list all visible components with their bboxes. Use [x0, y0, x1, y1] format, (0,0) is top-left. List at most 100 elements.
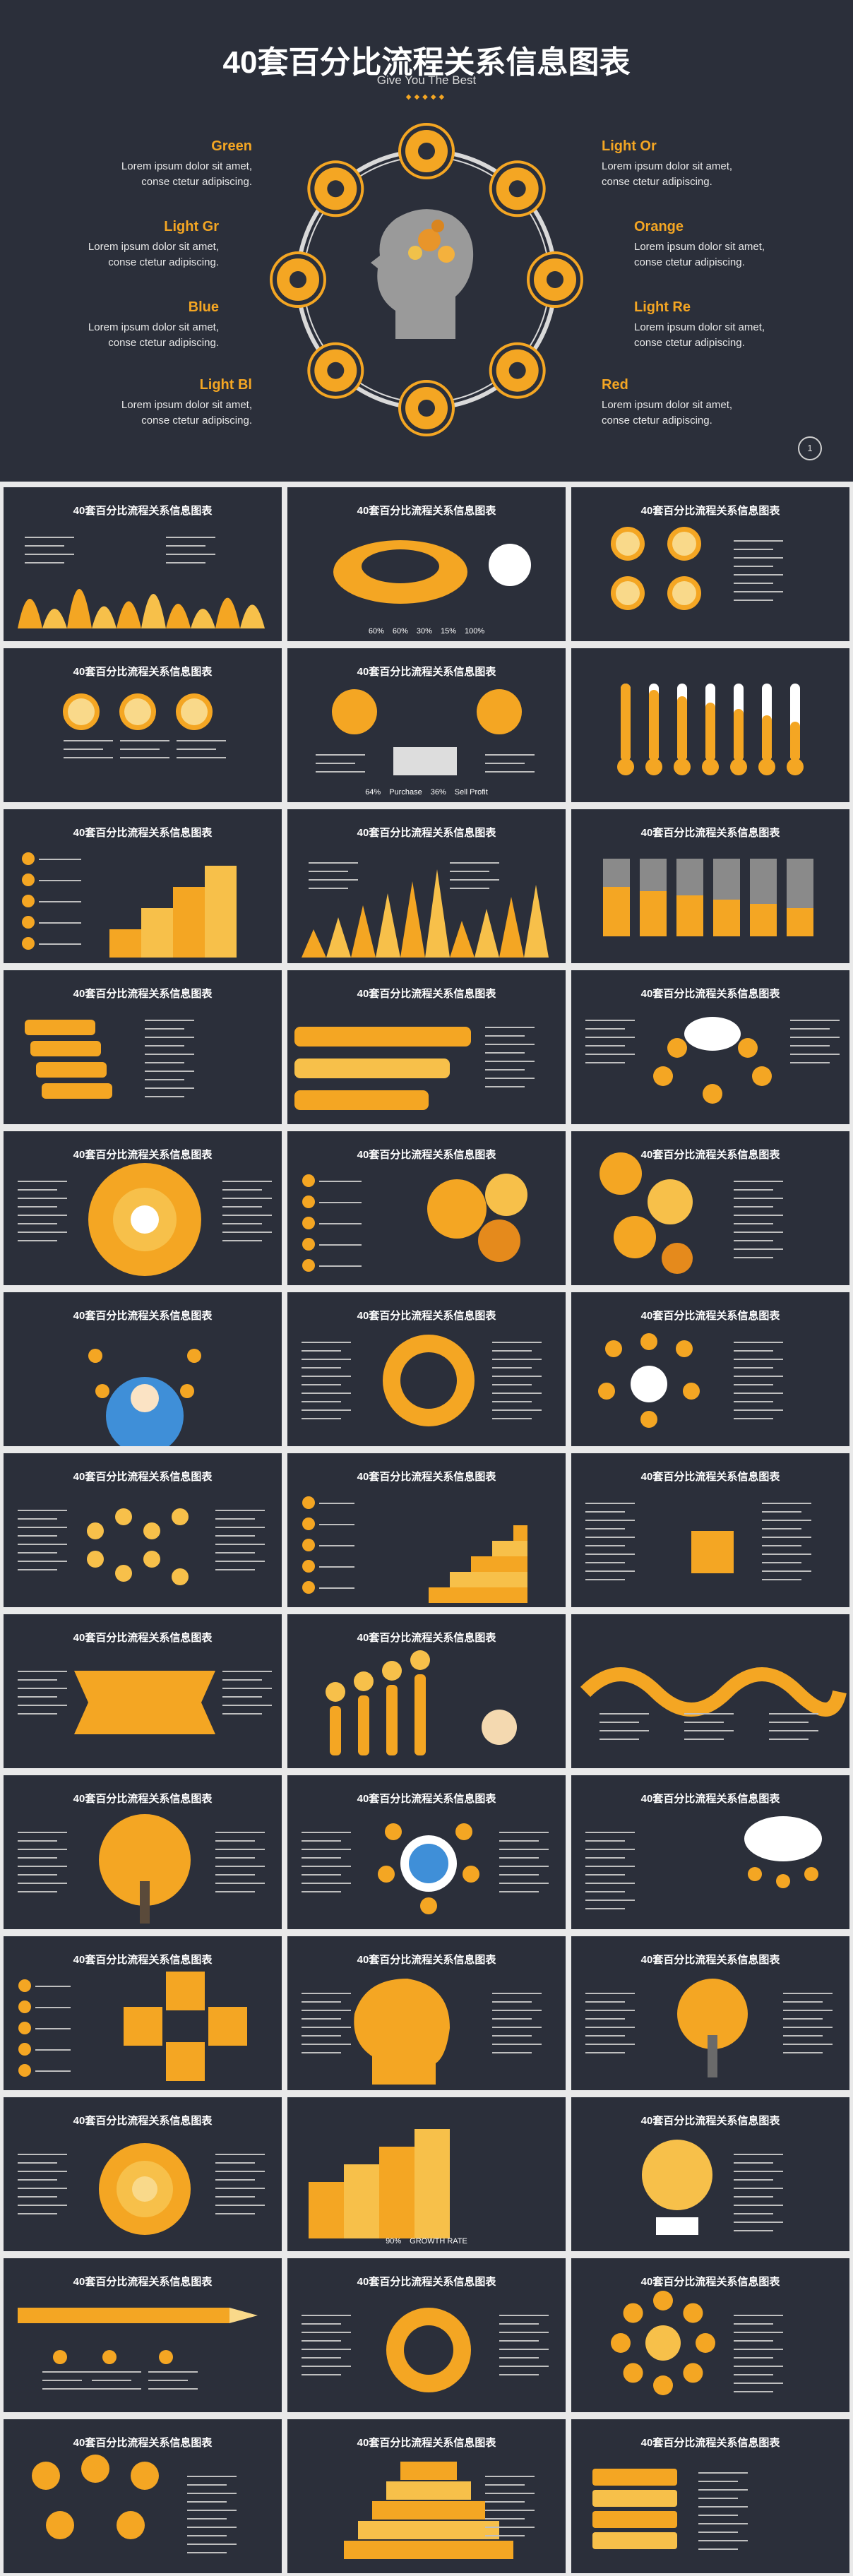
slide-thumbnail[interactable]: 40套百分比流程关系信息图表	[4, 1453, 282, 1607]
slide-thumbnail[interactable]: 40套百分比流程关系信息图表	[571, 970, 849, 1124]
slide-thumbnail[interactable]: 90% GROWTH RATE	[287, 2097, 566, 2251]
slide-graphic	[642, 2140, 783, 2235]
gear-icon	[408, 246, 422, 260]
slide-thumbnail[interactable]: 40套百分比流程关系信息图表	[287, 1131, 566, 1285]
slide-graphic	[18, 1972, 247, 2081]
cloud-icon	[744, 1816, 822, 1861]
figure-label: GROWTH RATE	[410, 2237, 467, 2246]
slide-thumbnail[interactable]: 40套百分比流程关系信息图表	[287, 2258, 566, 2412]
text-line	[18, 1198, 67, 1199]
wheel-center	[131, 1205, 159, 1234]
text-line	[18, 2205, 67, 2206]
tree-crown	[677, 1979, 748, 2049]
text-line	[18, 1840, 57, 1842]
text-line	[698, 2515, 738, 2516]
text-line	[18, 2179, 57, 2181]
slide-thumbnail[interactable]: 40套百分比流程关系信息图表	[571, 1292, 849, 1446]
text-line	[18, 1206, 57, 1208]
text-line	[39, 901, 81, 902]
slide-thumbnail[interactable]: 40套百分比流程关系信息图表	[4, 2097, 282, 2251]
slide-graphic	[585, 1979, 833, 2077]
slide-thumbnail[interactable]: 40套百分比流程关系信息图表	[4, 1614, 282, 1768]
text-line	[222, 1713, 262, 1715]
slide-title: 40套百分比流程关系信息图表	[640, 2115, 780, 2127]
slide-title: 40套百分比流程关系信息图表	[640, 988, 780, 1000]
slide-thumbnail[interactable]: 40套百分比流程关系信息图表	[571, 1936, 849, 2090]
slide-title: 40套百分比流程关系信息图表	[73, 2276, 213, 2288]
text-line	[319, 1223, 362, 1224]
slide-title: 40套百分比流程关系信息图表	[357, 2437, 496, 2449]
slide-thumbnail[interactable]: 40套百分比流程关系信息图表	[571, 2258, 849, 2412]
slide-thumbnail[interactable]: 40套百分比流程关系信息图表	[4, 970, 282, 1124]
spike-bar	[499, 897, 524, 958]
slide-thumbnail[interactable]: 40套百分比流程关系信息图表	[4, 1131, 282, 1285]
seo-node	[683, 1383, 700, 1400]
team-node	[131, 2462, 159, 2490]
text-line	[762, 1537, 811, 1538]
text-line	[485, 1078, 535, 1079]
text-line	[302, 1849, 351, 1850]
slide-thumbnail[interactable]: 40套百分比流程关系信息图表 64% Purchase 36% Sell Profit	[287, 648, 566, 802]
text-line	[485, 1027, 535, 1028]
slide-thumbnail[interactable]: 40套百分比流程关系信息图表	[4, 2419, 282, 2573]
slide-thumbnail[interactable]: 40套百分比流程关系信息图表	[571, 2097, 849, 2251]
team-node	[46, 2511, 74, 2539]
text-line	[450, 879, 499, 881]
text-line	[39, 880, 81, 881]
slide-thumbnail[interactable]: 40套百分比流程关系信息图表	[571, 1775, 849, 1929]
slide-thumbnail[interactable]: 40套百分比流程关系信息图表	[287, 1453, 566, 1607]
slide-thumbnail[interactable]: 40套百分比流程关系信息图表	[4, 1775, 282, 1929]
slide-thumbnail[interactable]: 40套百分比流程关系信息图表	[4, 1936, 282, 2090]
text-line	[302, 1866, 351, 1867]
slide-thumbnail[interactable]: 40套百分比流程关系信息图表	[571, 1131, 849, 1285]
slide-thumbnail[interactable]: 40套百分比流程关系信息图表 60% 60% 30% 15% 100%	[287, 487, 566, 641]
text-line	[309, 871, 348, 872]
slide-thumbnail[interactable]: 40套百分比流程关系信息图表	[4, 809, 282, 963]
mountain-bar	[240, 604, 265, 628]
slide-thumbnail[interactable]: 40套百分比流程关系信息图表	[571, 1453, 849, 1607]
text-line	[734, 2349, 783, 2350]
slide-thumbnail[interactable]: 40套百分比流程关系信息图表	[571, 2419, 849, 2573]
slide-thumbnail[interactable]: 40套百分比流程关系信息图表	[287, 1775, 566, 1929]
text-line	[585, 1570, 635, 1572]
text-line	[18, 1713, 57, 1715]
donut-hole	[404, 2325, 453, 2375]
slide-thumbnail[interactable]: 40套百分比流程关系信息图表	[4, 648, 282, 802]
slide-thumbnail[interactable]: 40套百分比流程关系信息图表	[287, 809, 566, 963]
label-light-orange: Light Or Lorem ipsum dolor sit amet, con…	[602, 138, 733, 188]
hand-icon	[482, 1710, 517, 1745]
text-line	[25, 562, 64, 564]
text-line	[166, 554, 215, 555]
chat-bubble	[36, 1062, 107, 1078]
slide-thumbnail[interactable]	[571, 1614, 849, 1768]
figure-label: 30%	[416, 627, 432, 636]
tree-trunk	[708, 2035, 717, 2077]
text-line	[145, 1079, 184, 1080]
slide-thumbnail[interactable]: 40套百分比流程关系信息图表	[287, 1936, 566, 2090]
slide-graphic	[302, 1823, 549, 1914]
slide-thumbnail[interactable]: 40套百分比流程关系信息图表	[4, 1292, 282, 1446]
slide-thumbnail[interactable]: 40套百分比流程关系信息图表	[287, 970, 566, 1124]
text-line	[734, 2171, 783, 2172]
slide-thumbnail[interactable]: 40套百分比流程关系信息图表	[571, 487, 849, 641]
slide-thumbnail[interactable]: 40套百分比流程关系信息图表	[287, 2419, 566, 2573]
text-line	[684, 1739, 724, 1740]
text-line	[319, 1202, 362, 1203]
slide-thumbnail[interactable]: 40套百分比流程关系信息图表	[571, 809, 849, 963]
thermo-fill	[677, 696, 687, 761]
slide-thumbnail[interactable]: 40套百分比流程关系信息图表	[4, 487, 282, 641]
text-line	[42, 2371, 92, 2373]
mountain-bar	[215, 597, 240, 628]
text-line	[215, 1840, 255, 1842]
slide-thumbnail[interactable]: 40套百分比流程关系信息图表	[287, 1614, 566, 1768]
pencil-tip	[229, 2308, 258, 2323]
book-block	[592, 2490, 677, 2507]
text-line	[215, 1561, 265, 1562]
icon-node	[88, 1349, 102, 1363]
slide-thumbnail[interactable]: 40套百分比流程关系信息图表	[287, 1292, 566, 1446]
text-line	[187, 2501, 227, 2503]
text-line	[215, 1510, 265, 1511]
text-line	[18, 1181, 67, 1182]
slide-thumbnail[interactable]: 40套百分比流程关系信息图表	[4, 2258, 282, 2412]
slide-thumbnail[interactable]	[571, 648, 849, 802]
